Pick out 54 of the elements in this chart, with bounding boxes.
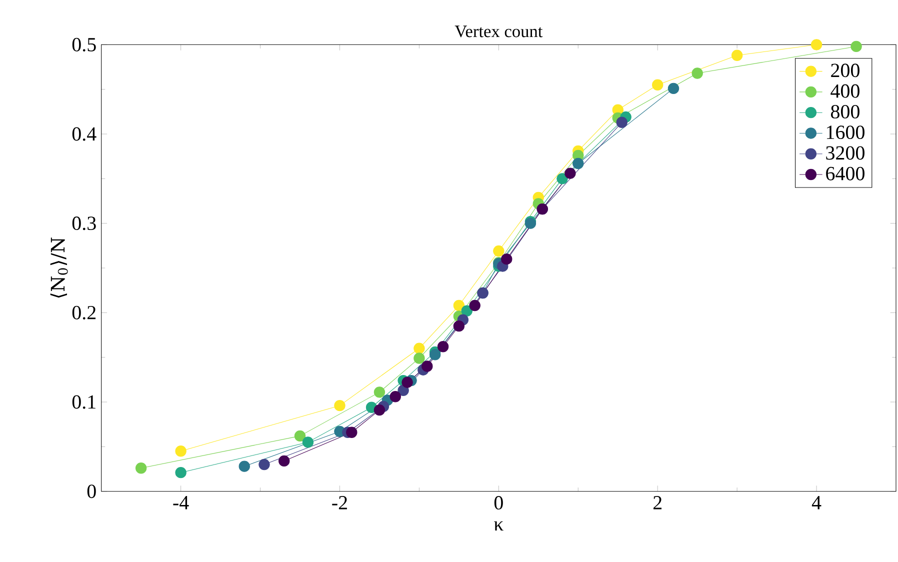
y-axis-title: ⟨N$_{0}$⟩/N xyxy=(50,238,68,298)
legend-label: 1600 xyxy=(826,126,864,140)
y-tick-label: 0 xyxy=(87,484,96,498)
y-tick-label: 0.3 xyxy=(72,216,96,230)
point xyxy=(294,430,306,442)
y-tick-label: 0.2 xyxy=(72,306,96,320)
point xyxy=(616,116,628,128)
y-tick-label: 0.1 xyxy=(72,395,96,409)
point xyxy=(135,462,147,474)
point xyxy=(556,173,568,184)
point xyxy=(390,391,401,402)
point xyxy=(374,386,386,398)
point xyxy=(564,168,576,179)
point xyxy=(175,466,186,478)
point xyxy=(238,460,250,472)
point xyxy=(402,376,413,388)
point xyxy=(810,39,822,50)
y-tick-label: 0.4 xyxy=(72,127,96,141)
point xyxy=(572,158,584,170)
point xyxy=(414,352,425,364)
point xyxy=(469,300,480,312)
legend-label: 400 xyxy=(830,84,860,98)
point xyxy=(692,68,703,79)
point xyxy=(414,342,425,354)
point xyxy=(302,436,314,448)
point xyxy=(258,458,270,470)
point xyxy=(429,349,441,360)
x-axis-title: κ xyxy=(494,521,504,531)
point xyxy=(374,404,386,416)
point xyxy=(850,40,862,52)
point xyxy=(501,253,512,265)
chart-title: Vertex count xyxy=(454,26,543,38)
x-tick-label: 0 xyxy=(494,496,503,510)
point xyxy=(668,82,680,94)
point xyxy=(175,446,186,457)
x-tick-label: -4 xyxy=(173,496,189,510)
legend-label: 200 xyxy=(831,64,860,78)
x-tick-label: -2 xyxy=(332,496,347,510)
point xyxy=(453,320,465,332)
legend-label: 800 xyxy=(830,104,860,118)
y-tick-label: 0.5 xyxy=(72,38,96,52)
point xyxy=(453,300,465,312)
point xyxy=(334,400,346,412)
point xyxy=(422,360,433,372)
point xyxy=(437,341,449,352)
x-tick-label: 2 xyxy=(653,496,662,510)
point xyxy=(652,79,664,90)
legend-label: 6400 xyxy=(826,166,864,180)
point xyxy=(346,426,358,438)
point xyxy=(731,50,743,61)
legend-label: 3200 xyxy=(826,146,864,160)
point xyxy=(278,455,290,467)
point xyxy=(493,245,504,257)
x-tick-label: 4 xyxy=(812,496,822,510)
